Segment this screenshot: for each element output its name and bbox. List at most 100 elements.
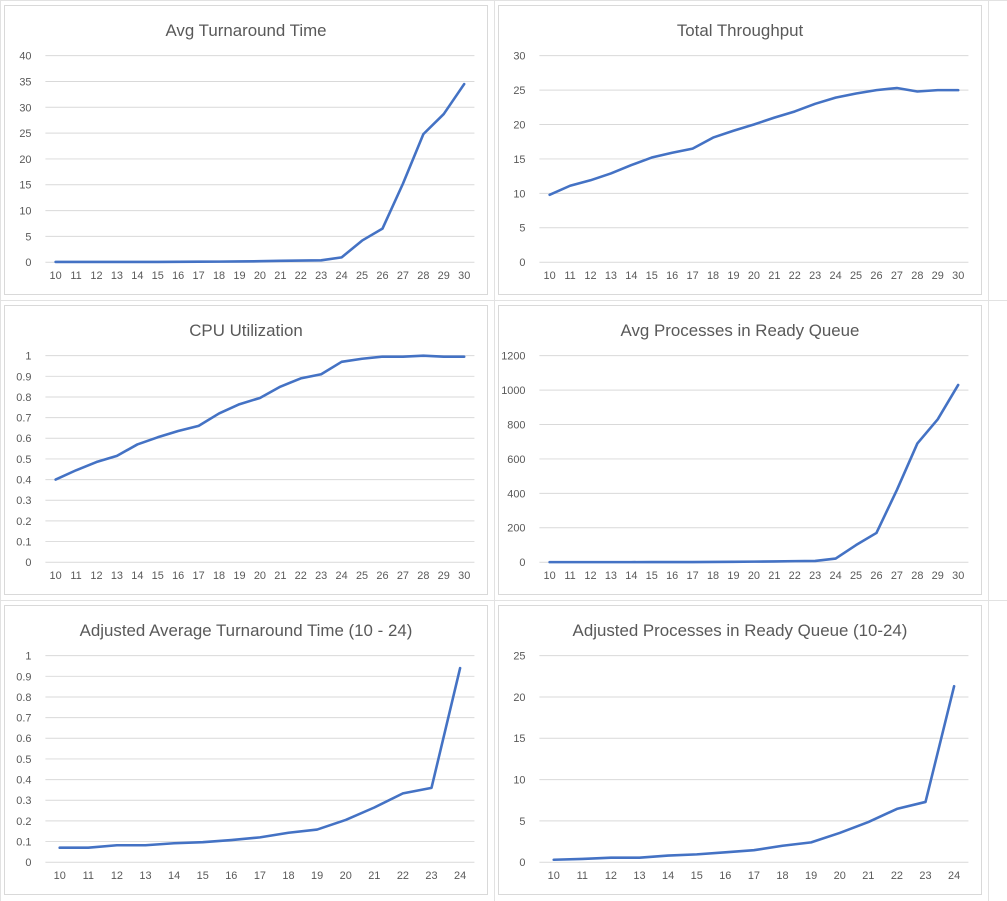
x-tick-label: 23 — [315, 270, 327, 282]
x-tick-label: 11 — [577, 870, 588, 882]
y-tick-label: 0.5 — [16, 754, 31, 766]
x-tick-label: 20 — [254, 270, 266, 282]
x-tick-label: 28 — [911, 270, 923, 282]
y-tick-label: 0 — [25, 257, 31, 269]
y-tick-label: 0.3 — [16, 795, 31, 807]
x-tick-label: 23 — [425, 870, 437, 882]
x-tick-label: 21 — [274, 570, 286, 582]
y-tick-label: 0.8 — [16, 692, 31, 704]
y-tick-label: 0 — [519, 857, 525, 869]
x-tick-label: 24 — [830, 270, 842, 282]
series-line — [548, 86, 960, 197]
y-tick-label: 5 — [25, 231, 31, 243]
y-tick-label: 20 — [513, 119, 525, 131]
x-tick-label: 22 — [789, 570, 801, 582]
chart-title: Avg Processes in Ready Queue — [621, 321, 860, 340]
x-tick-label: 20 — [748, 270, 760, 282]
y-tick-label: 0 — [25, 557, 31, 569]
x-tick-label: 22 — [295, 570, 307, 582]
chart-avg-processes-ready-queue[interactable]: Avg Processes in Ready Queue 0 200 400 600 80… — [498, 305, 982, 595]
x-tick-label: 17 — [193, 270, 205, 282]
y-tick-label: 0 — [519, 557, 525, 569]
y-tick-label: 0.1 — [16, 537, 31, 549]
x-tick-label: 27 — [891, 270, 903, 282]
x-tick-label: 12 — [584, 570, 596, 582]
x-tick-label: 21 — [768, 270, 780, 282]
series-line — [54, 82, 466, 264]
y-tick-label: 600 — [507, 454, 525, 466]
chart-cpu-utilization[interactable]: CPU Utilization 0 0.1 0.2 0.3 0.4 0.5 0.6 0.7 0.8… — [4, 305, 488, 595]
x-tick-label: 25 — [850, 570, 862, 582]
y-tick-label: 800 — [507, 419, 525, 431]
x-tick-label: 12 — [90, 570, 102, 582]
x-tick-label: 23 — [315, 570, 327, 582]
x-tick-label: 25 — [356, 570, 368, 582]
x-tick-label: 19 — [805, 870, 817, 882]
y-tick-label: 0.8 — [16, 392, 31, 404]
x-tick-label: 17 — [193, 570, 205, 582]
x-tick-label: 20 — [748, 570, 760, 582]
y-tick-label: 200 — [507, 523, 525, 535]
x-tick-label: 15 — [646, 570, 658, 582]
chart-title: Total Throughput — [677, 21, 804, 40]
chart-svg: Avg Processes in Ready Queue 0 200 400 600 80… — [501, 321, 969, 582]
x-tick-label: 10 — [54, 870, 66, 882]
y-tick-label: 1 — [25, 351, 31, 363]
x-tick-label: 30 — [458, 570, 470, 582]
chart-total-throughput[interactable]: Total Throughput 0 5 10 15 20 25 30 10 11 12 13 14 15… — [498, 5, 982, 295]
y-tick-label: 20 — [19, 154, 31, 166]
y-tick-label: 0 — [25, 857, 31, 869]
x-tick-label: 24 — [336, 270, 348, 282]
y-tick-label: 1 — [25, 651, 31, 663]
x-tick-label: 21 — [368, 870, 380, 882]
chart-adjusted-processes-ready-queue[interactable]: Adjusted Processes in Ready Queue (10-24… — [498, 605, 982, 895]
x-tick-label: 29 — [438, 270, 450, 282]
y-tick-label: 0.4 — [16, 475, 31, 487]
y-tick-label: 35 — [19, 76, 31, 88]
chart-adjusted-avg-turnaround-time[interactable]: Adjusted Average Turnaround Time (10 - 2… — [4, 605, 488, 895]
x-tick-label: 12 — [111, 870, 123, 882]
x-tick-label: 23 — [809, 570, 821, 582]
y-tick-label: 10 — [19, 206, 31, 218]
chart-svg: CPU Utilization 0 0.1 0.2 0.3 0.4 0.5 0.6 0.7 0.8… — [16, 321, 475, 582]
x-tick-label: 10 — [548, 870, 560, 882]
x-tick-label: 30 — [458, 270, 470, 282]
x-tick-label: 18 — [707, 270, 719, 282]
x-tick-label: 10 — [544, 270, 556, 282]
x-tick-label: 18 — [282, 870, 294, 882]
x-tick-label: 28 — [417, 570, 429, 582]
x-tick-label: 24 — [336, 570, 348, 582]
x-tick-label: 15 — [691, 870, 703, 882]
y-tick-label: 15 — [513, 154, 525, 166]
y-tick-label: 30 — [513, 51, 525, 63]
y-tick-label: 400 — [507, 488, 525, 500]
x-tick-label: 13 — [605, 570, 617, 582]
x-tick-label: 20 — [834, 870, 846, 882]
x-tick-label: 20 — [254, 570, 266, 582]
x-tick-label: 11 — [70, 570, 81, 582]
x-tick-label: 21 — [274, 270, 286, 282]
y-tick-label: 0.3 — [16, 495, 31, 507]
x-tick-label: 24 — [454, 870, 466, 882]
x-tick-label: 13 — [111, 570, 123, 582]
x-tick-label: 11 — [83, 870, 94, 882]
x-tick-label: 13 — [633, 870, 645, 882]
x-tick-label: 30 — [952, 570, 964, 582]
x-tick-label: 19 — [233, 270, 245, 282]
x-tick-label: 27 — [397, 570, 409, 582]
x-tick-label: 10 — [50, 570, 62, 582]
y-tick-label: 15 — [19, 180, 31, 192]
x-tick-label: 16 — [719, 870, 731, 882]
x-tick-label: 11 — [564, 270, 575, 282]
x-tick-label: 16 — [172, 270, 184, 282]
y-tick-label: 5 — [519, 816, 525, 828]
x-tick-label: 26 — [870, 570, 882, 582]
x-tick-label: 14 — [662, 870, 674, 882]
x-tick-label: 25 — [850, 270, 862, 282]
x-tick-label: 18 — [707, 570, 719, 582]
chart-avg-turnaround-time[interactable]: Avg Turnaround Time 0 5 10 15 20 25 30 35 40 10 11 1… — [4, 5, 488, 295]
x-tick-label: 16 — [172, 570, 184, 582]
chart-svg: Total Throughput 0 5 10 15 20 25 30 10 11 12 13 14 15… — [513, 21, 969, 282]
x-tick-label: 30 — [952, 270, 964, 282]
x-tick-label: 15 — [646, 270, 658, 282]
